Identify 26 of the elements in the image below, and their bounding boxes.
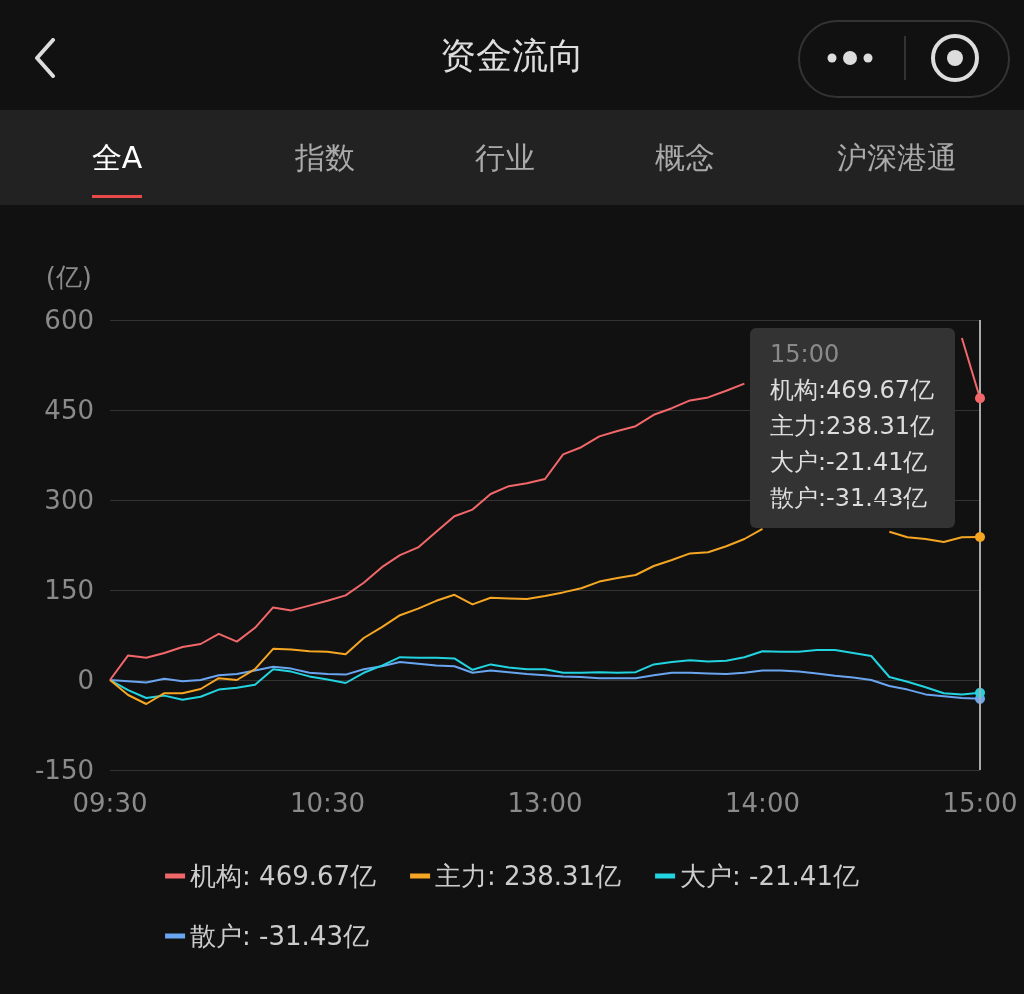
legend-label: 主力: 238.31亿: [435, 861, 622, 891]
text: 沪深港通: [837, 139, 957, 177]
x-tick-label: 13:00: [507, 788, 583, 818]
y-tick-label: 450: [44, 395, 94, 425]
legend-label: 大户: -21.41亿: [680, 861, 859, 891]
y-tick-label: 150: [44, 575, 94, 605]
x-tick-label: 14:00: [725, 788, 800, 818]
y-tick-label: 300: [44, 485, 94, 515]
annotation: 15:00: [770, 340, 840, 368]
text: 概念: [655, 139, 715, 177]
y-tick-label: -150: [34, 755, 94, 785]
legend-label: 散户: -31.43亿: [190, 921, 369, 951]
y-tick-label: 0: [77, 665, 94, 695]
x-tick-label: 15:00: [942, 788, 1018, 818]
y-tick-label: 600: [44, 305, 94, 335]
annotation: 大户:-21.41亿: [770, 448, 928, 476]
annotation: 主力:238.31亿: [770, 412, 935, 440]
y-axis-title: (亿): [45, 262, 92, 292]
legend-label: 机构: 469.67亿: [190, 861, 377, 891]
text: 全A: [91, 138, 143, 198]
chart-title: 资金流向: [439, 34, 585, 78]
x-tick-label: 09:30: [72, 788, 148, 818]
text: 行业: [475, 139, 535, 177]
annotation: 机构:469.67亿: [770, 376, 935, 404]
text: 指数: [295, 139, 355, 177]
x-tick-label: 10:30: [290, 788, 365, 818]
